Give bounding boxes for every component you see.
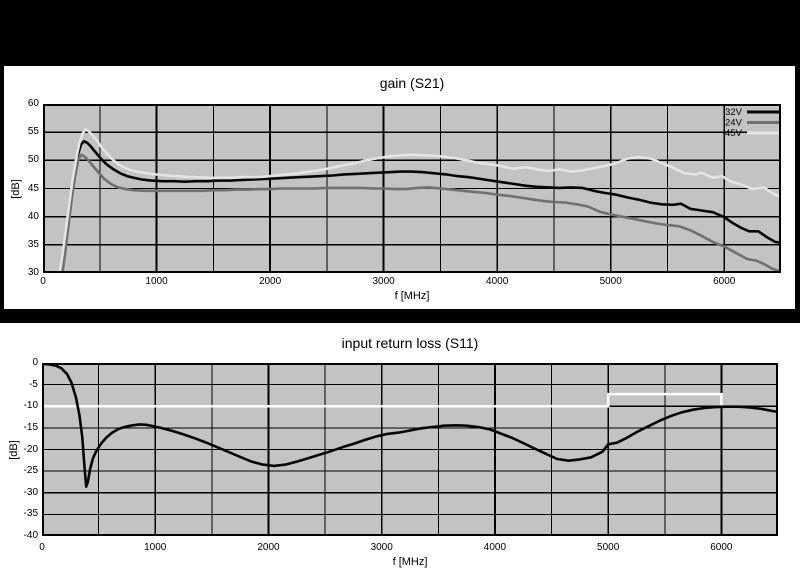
return-loss-chart-panel: input return loss (S11) [dB] f [MHz] 0 -5…: [0, 323, 800, 572]
y-tick-label: -5: [29, 378, 38, 390]
x-tick-label: 1000: [145, 276, 168, 287]
x-tick-label: 6000: [710, 542, 733, 553]
y-tick-label: 55: [27, 126, 39, 138]
x-tick-label: 3000: [372, 276, 395, 287]
return-loss-chart-title: input return loss (S11): [341, 335, 479, 351]
y-tick-label: 40: [27, 210, 39, 222]
series-curve-24V: [61, 153, 781, 273]
y-tick-label: 50: [27, 154, 39, 166]
y-tick-label: -30: [23, 486, 38, 498]
y-tick-label: -15: [23, 421, 38, 433]
y-tick-label: 35: [27, 238, 39, 250]
y-tick-label: 45: [27, 182, 39, 194]
plot-svg-1: [42, 363, 778, 536]
y-tick-label: -35: [23, 508, 38, 520]
series-curve-32V: [60, 139, 781, 273]
x-tick-label: 0: [39, 542, 45, 553]
y-tick-label: -10: [23, 400, 38, 412]
x-tick-label: 2000: [258, 276, 282, 287]
x-tick-label: 3000: [370, 542, 393, 553]
x-tick-label: 1000: [144, 542, 167, 553]
x-tick-label: 4000: [483, 542, 507, 553]
x-tick-label: 5000: [599, 276, 622, 287]
y-tick-label: 30: [27, 267, 39, 278]
return-loss-x-axis-label: f [MHz]: [392, 556, 428, 568]
series-curve-45V: [58, 127, 781, 273]
x-tick-label: 0: [40, 276, 46, 287]
x-tick-label: 6000: [713, 276, 736, 287]
y-tick-label: 60: [27, 98, 39, 109]
gain-chart-title: gain (S21): [379, 75, 445, 91]
x-tick-label: 5000: [597, 542, 620, 553]
spec-limit-line: [42, 392, 723, 408]
y-tick-label: -20: [23, 443, 38, 455]
series-curve-S11: [42, 363, 778, 488]
x-tick-label: 2000: [257, 542, 280, 553]
gain-chart-panel: gain (S21) [dB] 32V 24V 45V f [MHz] 60 55 50…: [4, 66, 795, 309]
plot-border: [42, 363, 778, 536]
legend-label-24V: 24V: [725, 118, 743, 129]
legend-label-45V: 45V: [725, 128, 743, 139]
y-tick-label: -40: [23, 530, 38, 541]
plot-border: [43, 104, 781, 273]
x-tick-label: 4000: [486, 276, 509, 287]
y-tick-label: -25: [23, 465, 38, 477]
y-tick-label: 0: [32, 357, 38, 368]
gain-x-axis-label: f [MHz]: [394, 290, 430, 302]
legend-label-32V: 32V: [725, 107, 743, 118]
